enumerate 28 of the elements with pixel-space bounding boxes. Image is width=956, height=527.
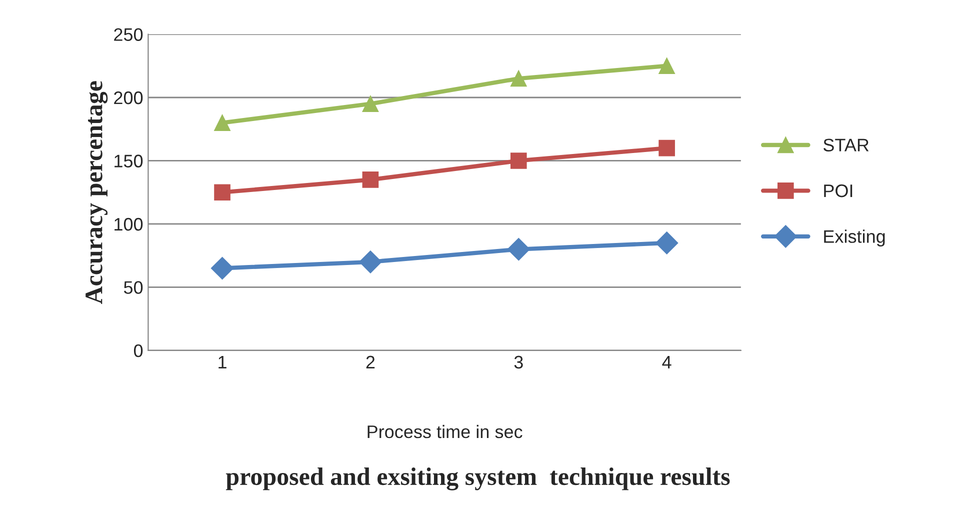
y-tick-label: 250 — [114, 28, 143, 41]
legend-label: POI — [824, 184, 852, 198]
point — [362, 96, 379, 112]
point — [510, 152, 527, 169]
legend-label: Existing — [824, 230, 885, 246]
point — [214, 184, 230, 201]
point — [655, 232, 678, 254]
x-axis-title: Process time in sec — [368, 424, 522, 438]
x-tick-label: 2 — [366, 356, 375, 368]
y-tick-label: 150 — [114, 154, 143, 168]
legend-label: STAR — [823, 138, 869, 152]
point — [359, 250, 382, 274]
point — [210, 256, 234, 280]
point — [658, 140, 675, 156]
x-tick-label: 4 — [662, 356, 672, 368]
x-tick-label: 1 — [218, 356, 226, 368]
x-tick-label: 3 — [514, 356, 523, 369]
point — [214, 114, 230, 131]
y-tick-label: 200 — [114, 91, 143, 104]
y-axis-title: Accuracy percentage — [86, 81, 108, 304]
text: proposed and exsiting system technique results — [226, 467, 730, 490]
point — [658, 58, 675, 74]
point — [507, 238, 530, 261]
y-tick-label: 0 — [134, 344, 143, 358]
point — [510, 70, 527, 87]
y-tick-label: 100 — [114, 218, 143, 231]
point — [362, 172, 379, 188]
y-tick-label: 50 — [124, 281, 143, 294]
